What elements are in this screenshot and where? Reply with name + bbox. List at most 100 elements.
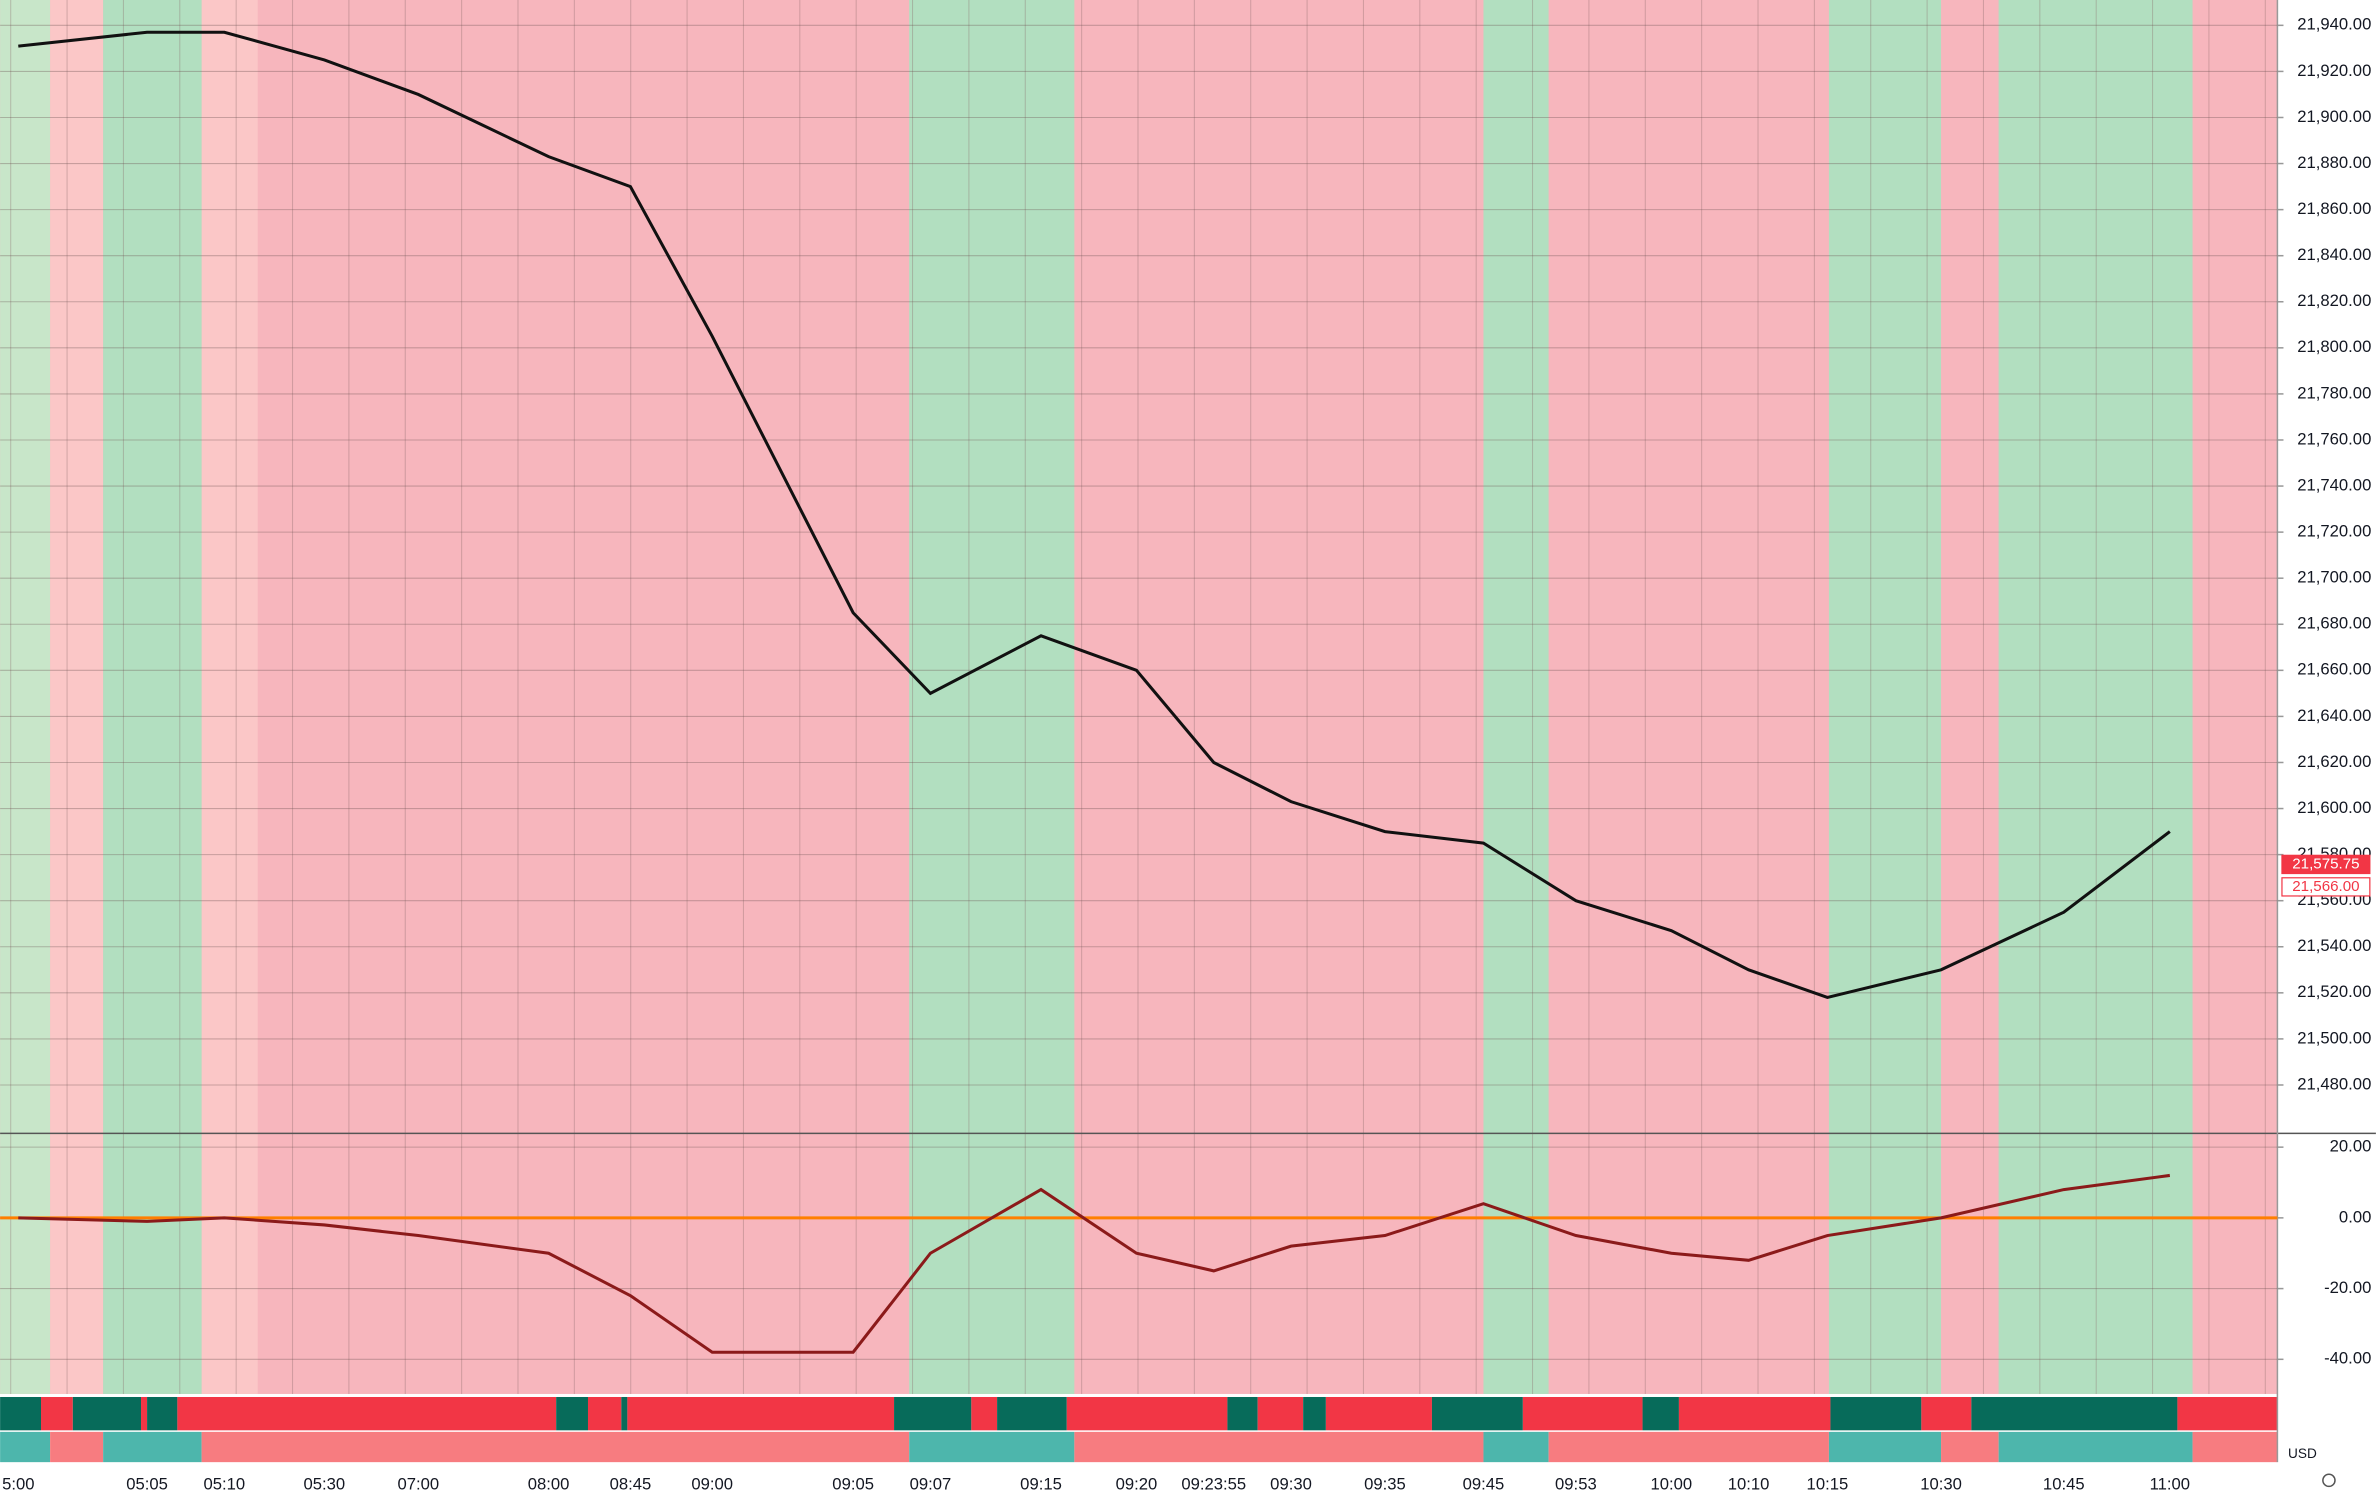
status-bar (909, 1431, 1075, 1463)
settings-icon[interactable] (2322, 1473, 2336, 1488)
status-bar (1227, 1396, 1258, 1431)
shade (1828, 0, 1942, 1394)
y-tick-label: 21,760.00 (2297, 429, 2371, 448)
y-tick-label: 21,720.00 (2297, 522, 2371, 541)
status-bar (556, 1396, 588, 1431)
x-tick-label: 09:00 (691, 1474, 733, 1493)
status-bar (1483, 1431, 1549, 1463)
status-bar (971, 1396, 998, 1431)
x-tick-label: 07:00 (397, 1474, 439, 1493)
status-bar (2192, 1431, 2278, 1463)
y-tick-label: 21,840.00 (2297, 245, 2371, 264)
status-bar (41, 1396, 73, 1431)
y-tick-label: 21,680.00 (2297, 614, 2371, 633)
y-tick-label: 0.00 (2339, 1207, 2371, 1226)
price-label: 21,575.75 (2292, 855, 2359, 872)
status-bar (1325, 1396, 1432, 1431)
status-bar (2177, 1396, 2278, 1431)
y-tick-label: 21,880.00 (2297, 153, 2371, 172)
x-tick-label: 09:35 (1364, 1474, 1406, 1493)
status-bar (1678, 1396, 1831, 1431)
status-bar (997, 1396, 1067, 1431)
x-tick-label: 05:05 (126, 1474, 168, 1493)
x-tick-label: 11:00 (2150, 1474, 2190, 1493)
x-tick-label: 09:20 (1116, 1474, 1158, 1493)
y-tick-label: 21,860.00 (2297, 199, 2371, 218)
status-bar (1921, 1396, 1972, 1431)
x-tick-label: 09:07 (910, 1474, 952, 1493)
shade (103, 0, 202, 1394)
x-tick-label: 10:45 (2043, 1474, 2085, 1493)
status-bar (1431, 1396, 1523, 1431)
y-tick-label: 21,640.00 (2297, 706, 2371, 725)
price-label-box (2281, 877, 2371, 897)
status-bar (1941, 1431, 1999, 1463)
status-bar (1074, 1431, 1484, 1463)
y-tick-label: 21,600.00 (2297, 798, 2371, 817)
currency-label: USD (2288, 1446, 2317, 1461)
status-bar (1257, 1396, 1304, 1431)
y-tick-label: 21,660.00 (2297, 660, 2371, 679)
status-bar (1548, 1431, 1829, 1463)
shade (201, 0, 258, 1394)
y-tick-label: 21,820.00 (2297, 291, 2371, 310)
shade (1483, 0, 1549, 1394)
status-bar (0, 1396, 42, 1431)
status-bar (147, 1396, 178, 1431)
shade (50, 0, 104, 1394)
status-bar (50, 1431, 104, 1463)
x-tick-label: 05:30 (304, 1474, 346, 1493)
status-bar (1642, 1396, 1679, 1431)
status-bar (1522, 1396, 1643, 1431)
status-bar (72, 1396, 142, 1431)
shade (909, 0, 1075, 1394)
y-tick-label: 21,900.00 (2297, 107, 2371, 126)
status-bar (177, 1396, 557, 1431)
status-bar (1303, 1396, 1326, 1431)
y-tick-label: 20.00 (2330, 1137, 2372, 1156)
status-bar (1066, 1396, 1228, 1431)
x-tick-label: 09:23:55 (1181, 1474, 1246, 1493)
x-tick-label: 10:10 (1728, 1474, 1770, 1493)
y-tick-label: 21,500.00 (2297, 1028, 2371, 1047)
y-tick-label: 21,540.00 (2297, 936, 2371, 955)
status-bar (103, 1431, 202, 1463)
y-tick-label: 21,520.00 (2297, 982, 2371, 1001)
x-tick-label: 09:05 (832, 1474, 874, 1493)
y-tick-label: -40.00 (2324, 1349, 2371, 1368)
status-bar (1998, 1431, 2193, 1463)
status-bar (201, 1431, 910, 1463)
y-tick-label: 21,480.00 (2297, 1074, 2371, 1093)
y-tick-label: 21,800.00 (2297, 337, 2371, 356)
x-tick-label: 10:00 (1650, 1474, 1692, 1493)
background (0, 0, 2278, 1463)
x-tick-label: 09:45 (1463, 1474, 1505, 1493)
series-line (18, 30, 2171, 1000)
status-bar (1971, 1396, 2178, 1431)
y-tick-label: 21,780.00 (2297, 383, 2371, 402)
series-line (18, 1173, 2171, 1354)
x-tick-label: 09:53 (1555, 1474, 1597, 1493)
price-label: 21,566.00 (2292, 878, 2359, 895)
status-bar (627, 1396, 895, 1431)
x-tick-label: 10:15 (1807, 1474, 1849, 1493)
y-tick-label: 21,700.00 (2297, 568, 2371, 587)
y-tick-label: -20.00 (2324, 1278, 2371, 1297)
shade (1998, 0, 2193, 1394)
y-tick-label: 21,740.00 (2297, 475, 2371, 494)
x-tick-label: 10:30 (1920, 1474, 1962, 1493)
x-tick-label: 08:45 (610, 1474, 652, 1493)
status-bar (1828, 1431, 1942, 1463)
status-bar (0, 1431, 51, 1463)
price-label-box (2281, 854, 2371, 875)
y-tick-label: 21,920.00 (2297, 61, 2371, 80)
y-tick-label: 21,940.00 (2297, 15, 2371, 34)
status-bar (587, 1396, 622, 1431)
x-tick-label: 05:10 (204, 1474, 246, 1493)
status-bar (141, 1396, 148, 1431)
status-bar (621, 1396, 628, 1431)
x-tick-label: 09:15 (1020, 1474, 1062, 1493)
status-bar (1830, 1396, 1922, 1431)
x-tick-label: 08:00 (528, 1474, 570, 1493)
